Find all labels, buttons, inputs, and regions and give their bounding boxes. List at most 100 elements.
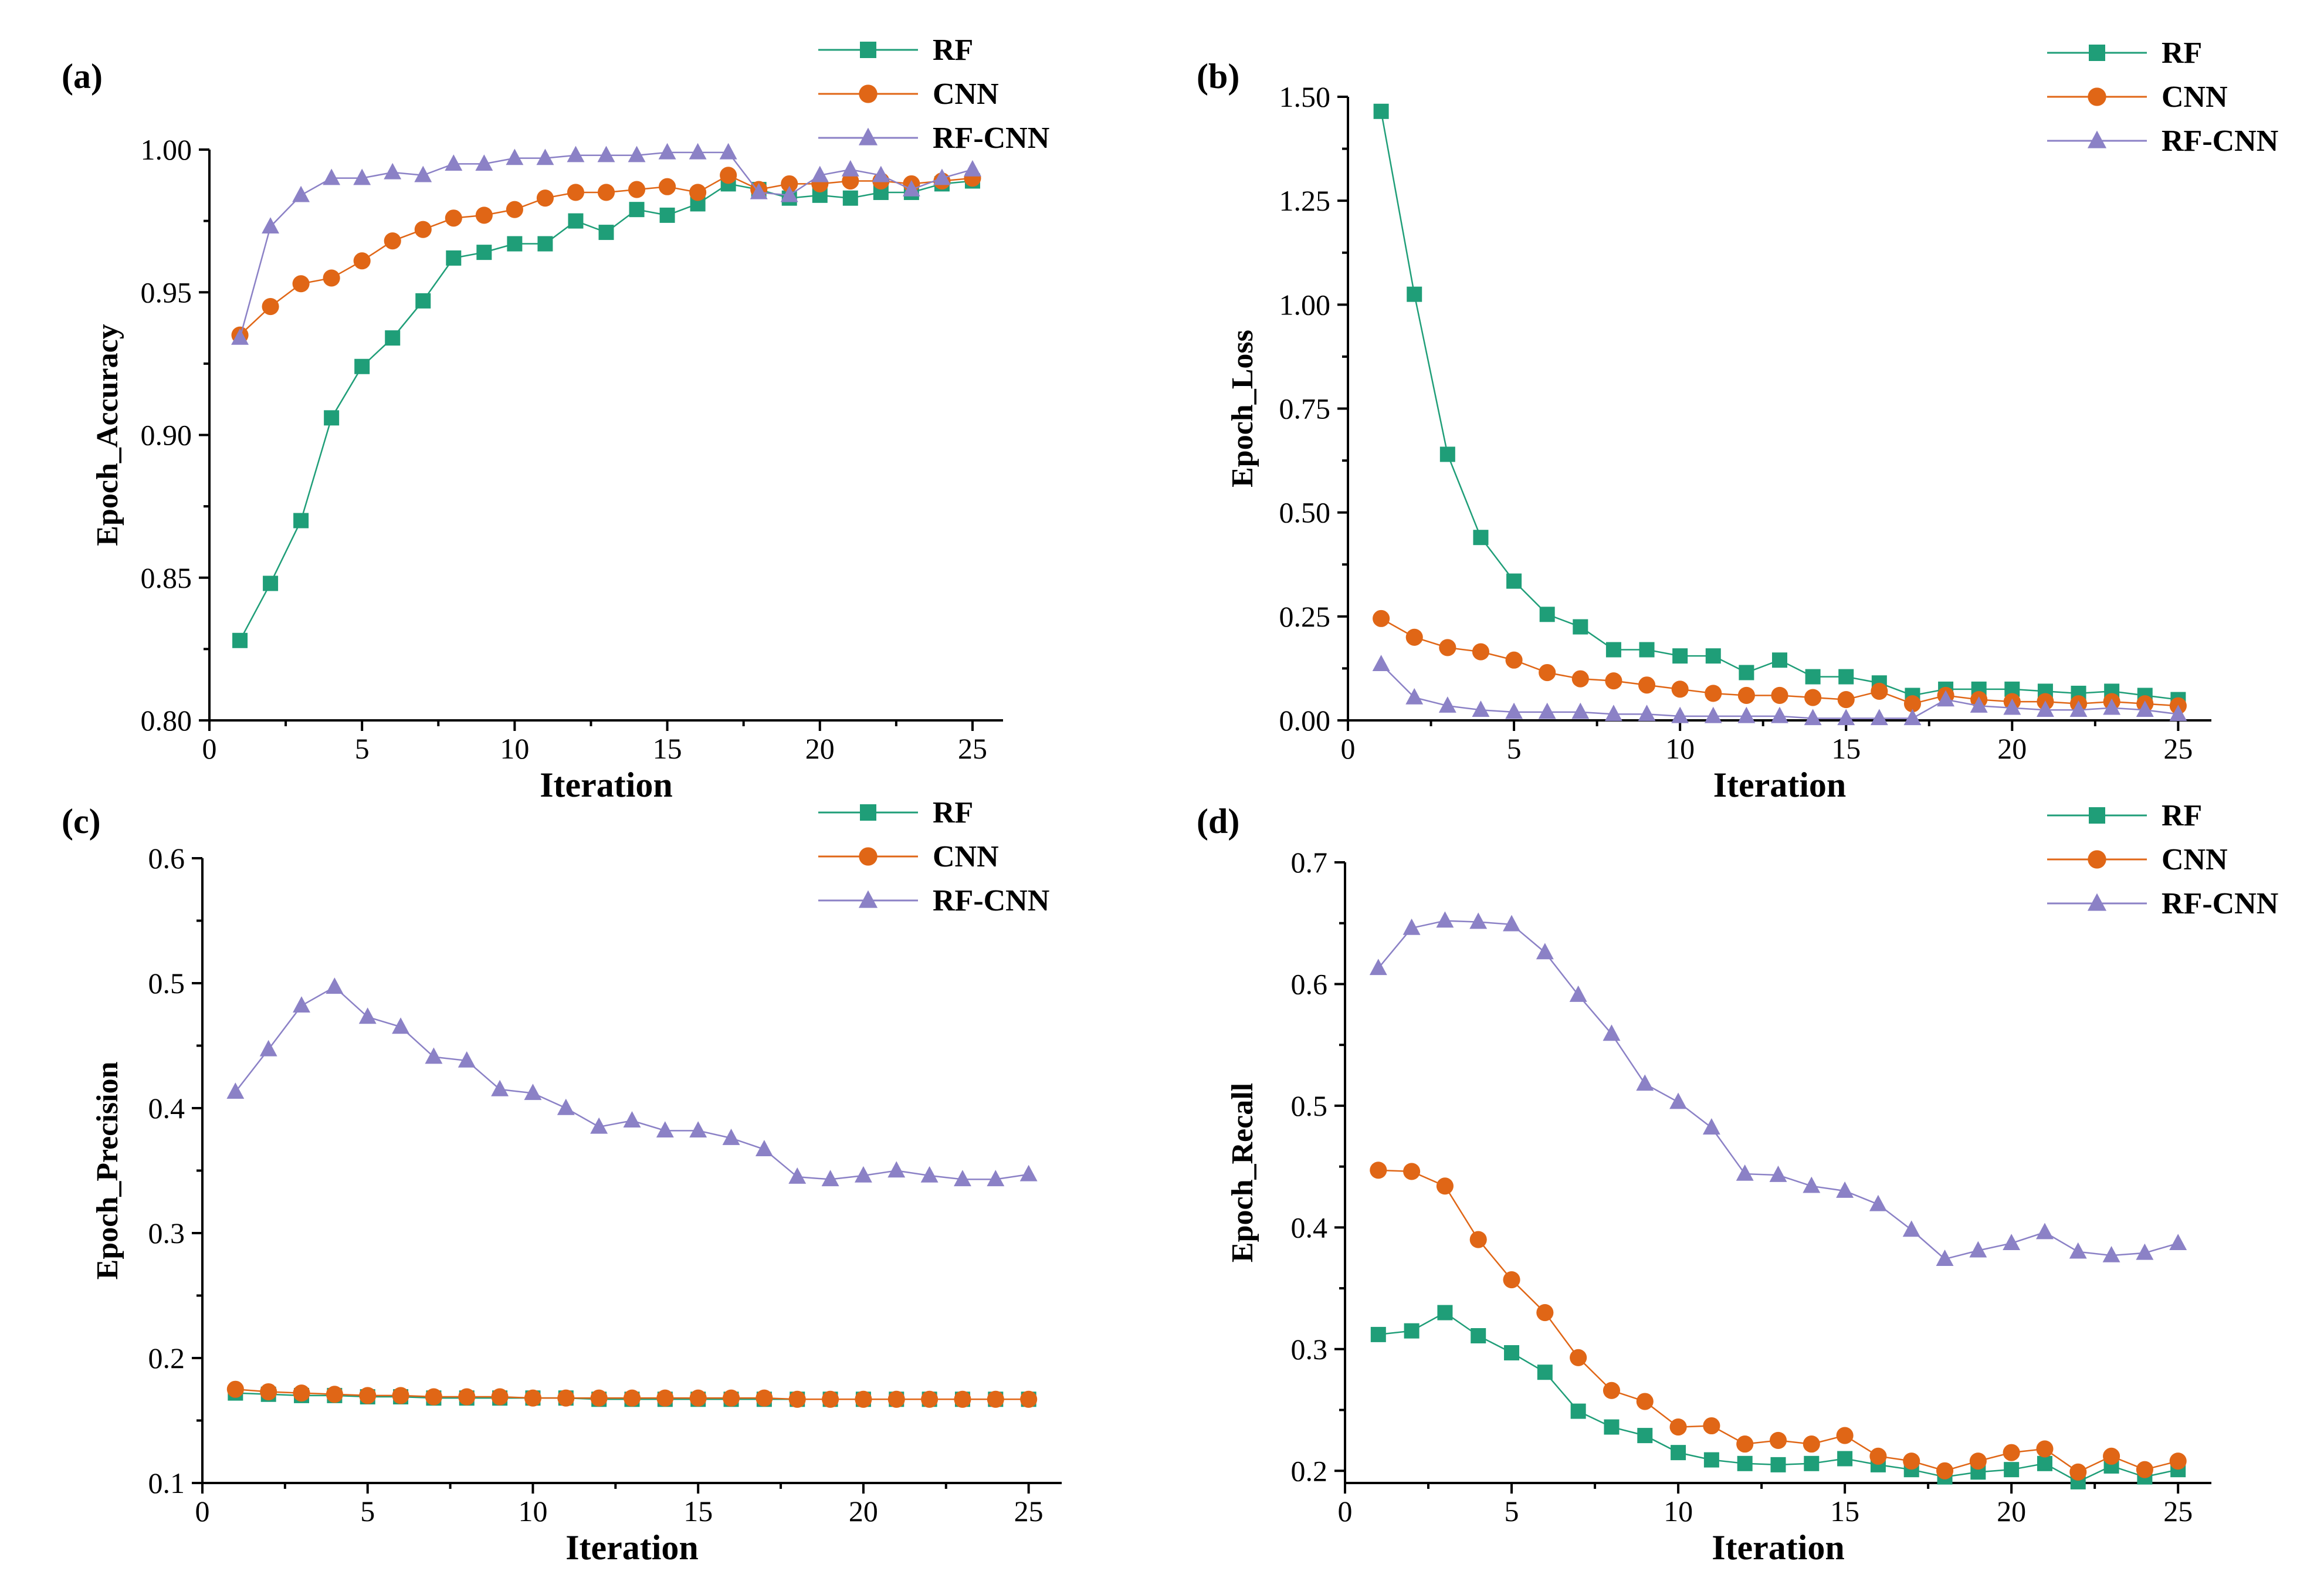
y-tick-label: 0.5	[148, 967, 185, 1000]
data-point-rf	[507, 236, 523, 252]
series-line-cnn	[1378, 1169, 2179, 1473]
y-tick-label: 0.80	[141, 704, 192, 737]
x-axis-label: Iteration	[540, 766, 673, 804]
data-point-rf-cnn	[1469, 912, 1488, 929]
chart-panel-2: 0 5 10 15 20 25 0.1 0.2 0.3 0.4 0.5 0.6 Iteration Epo…	[62, 796, 1062, 1567]
data-point-cnn	[359, 1387, 377, 1404]
data-point-rf-cnn	[1737, 706, 1756, 723]
chart-panel-0: 0 5 10 15 20 25 0.80 0.85 0.90 0.95 1.00 Iteration E…	[62, 33, 1049, 804]
data-point-rf-cnn	[1472, 700, 1490, 717]
data-point-rf-cnn	[722, 1129, 740, 1145]
data-point-cnn	[1836, 1427, 1854, 1444]
data-point-rf-cnn	[1503, 915, 1520, 932]
data-point-rf	[1838, 669, 1854, 685]
data-point-rf-cnn	[2036, 700, 2054, 717]
y-tick-label: 1.50	[1279, 80, 1331, 113]
legend-entry-rf-cnn: RF-CNN	[2047, 887, 2278, 920]
legend-entry-rf: RF	[818, 796, 973, 829]
data-point-rf-cnn	[1804, 709, 1822, 726]
data-point-cnn	[1469, 1231, 1487, 1248]
data-point-rf	[1639, 642, 1655, 658]
x-tick-label: 0	[195, 1495, 210, 1528]
data-point-rf-cnn	[1372, 655, 1390, 672]
data-point-rf	[1737, 1455, 1753, 1471]
data-point-cnn	[1370, 1162, 1387, 1179]
data-point-cnn	[2103, 1447, 2120, 1465]
data-point-cnn	[491, 1388, 509, 1406]
data-point-cnn	[1869, 1447, 1887, 1465]
data-point-rf	[1770, 1457, 1786, 1472]
data-point-cnn	[293, 1384, 310, 1402]
data-point-cnn	[689, 1389, 707, 1407]
data-point-rf	[1471, 1328, 1486, 1343]
data-point-rf	[629, 202, 645, 218]
data-point-rf-cnn	[1702, 1118, 1720, 1135]
legend-label-cnn: CNN	[933, 77, 999, 111]
data-point-rf-cnn	[1936, 1250, 1954, 1266]
data-point-rf-cnn	[590, 1117, 608, 1134]
data-point-cnn	[392, 1387, 409, 1404]
data-point-rf-cnn	[1769, 1166, 1787, 1182]
data-point-rf	[1473, 530, 1489, 546]
data-point-rf-cnn	[750, 182, 768, 199]
x-tick-label: 10	[1664, 1495, 1693, 1528]
data-point-rf	[415, 293, 431, 309]
data-point-rf	[1370, 1326, 1386, 1342]
data-point-cnn	[1373, 610, 1390, 627]
legend-marker-rf-cnn	[858, 890, 878, 908]
data-point-cnn	[1405, 628, 1423, 646]
data-point-rf	[476, 245, 492, 260]
x-tick-label: 5	[355, 732, 370, 765]
legend-entry-rf-cnn: RF-CNN	[818, 121, 1049, 155]
data-point-cnn	[1803, 1435, 1820, 1453]
chart-panel-1: 0 5 10 15 20 25 0.00 0.25 0.50 0.75 1.00 1.25 1.50 It…	[1197, 36, 2278, 804]
data-point-rf-cnn	[1505, 702, 1523, 719]
data-point-rf-cnn	[1538, 702, 1556, 719]
legend-marker-rf	[2089, 45, 2105, 61]
y-tick-label: 1.00	[1279, 288, 1331, 321]
x-axis-label: Iteration	[1712, 1528, 1845, 1567]
data-point-rf-cnn	[1604, 705, 1622, 722]
data-point-rf-cnn	[1569, 986, 1587, 1002]
data-point-cnn	[260, 1383, 277, 1401]
data-point-rf-cnn	[524, 1084, 542, 1101]
x-tick-label: 20	[805, 732, 835, 765]
data-point-rf	[1739, 665, 1754, 680]
legend-label-rf-cnn: RF-CNN	[2162, 124, 2278, 158]
data-point-cnn	[1969, 1452, 1987, 1470]
legend-label-cnn: CNN	[933, 840, 999, 873]
series-line-rf-cnn	[235, 986, 1029, 1180]
data-point-rf-cnn	[811, 165, 829, 182]
data-point-cnn	[1436, 1177, 1454, 1195]
x-tick-label: 20	[1997, 1495, 2026, 1528]
data-point-rf-cnn	[2003, 698, 2021, 715]
data-point-rf-cnn	[689, 1121, 707, 1138]
data-point-cnn	[1570, 1349, 1587, 1366]
x-tick-label: 0	[1338, 1495, 1353, 1528]
data-point-cnn	[567, 184, 585, 201]
data-point-cnn	[425, 1388, 442, 1406]
panel-label: (c)	[62, 802, 101, 841]
data-point-cnn	[659, 178, 676, 195]
data-point-rf-cnn	[658, 143, 676, 160]
panel-label: (a)	[62, 57, 103, 96]
legend-entry-cnn: CNN	[818, 840, 999, 873]
y-axis-label: Epoch_Loss	[1226, 330, 1259, 487]
data-point-cnn	[656, 1389, 674, 1407]
data-point-rf-cnn	[755, 1140, 773, 1156]
data-point-cnn	[226, 1380, 244, 1398]
data-point-cnn	[1737, 686, 1755, 705]
data-point-cnn	[781, 175, 798, 192]
x-tick-label: 10	[518, 1495, 547, 1528]
y-tick-label: 0.6	[1291, 967, 1328, 1000]
data-point-rf-cnn	[392, 1017, 410, 1034]
data-point-rf-cnn	[1736, 1164, 1754, 1181]
data-point-rf-cnn	[854, 1166, 872, 1183]
x-tick-label: 25	[958, 732, 987, 765]
y-tick-label: 0.95	[141, 276, 192, 309]
data-point-cnn	[887, 1390, 905, 1408]
legend-label-rf: RF	[933, 33, 973, 67]
data-point-cnn	[921, 1390, 939, 1408]
legend-entry-rf-cnn: RF-CNN	[818, 884, 1049, 917]
